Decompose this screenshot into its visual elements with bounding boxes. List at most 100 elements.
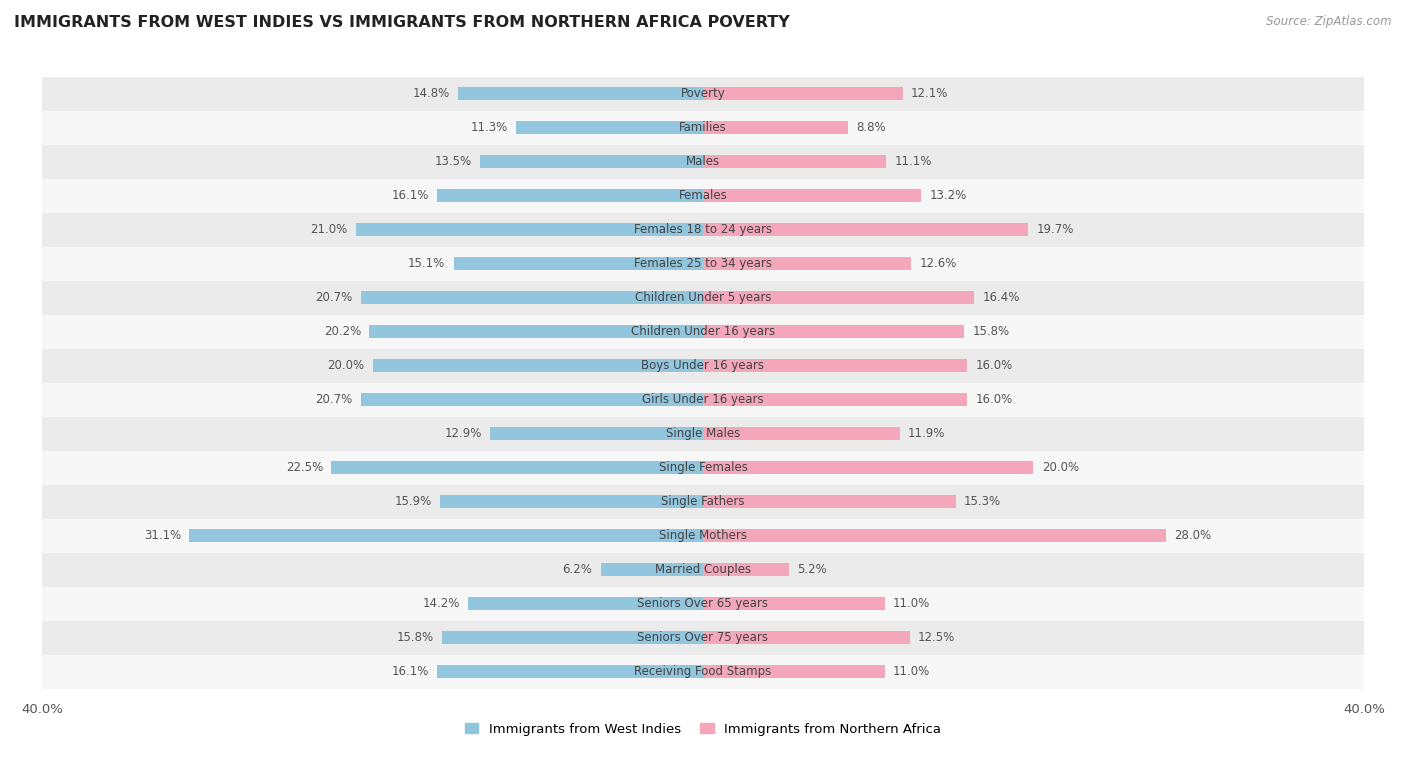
Text: 11.9%: 11.9% <box>908 428 945 440</box>
Bar <box>703 529 1166 542</box>
Bar <box>703 631 910 644</box>
Text: Single Mothers: Single Mothers <box>659 529 747 542</box>
Bar <box>703 190 921 202</box>
Text: 11.0%: 11.0% <box>893 666 931 678</box>
Bar <box>361 291 703 304</box>
Bar <box>42 315 1364 349</box>
Bar <box>703 666 884 678</box>
Text: 8.8%: 8.8% <box>856 121 886 134</box>
Bar <box>190 529 703 542</box>
Text: 22.5%: 22.5% <box>285 462 323 475</box>
Text: Females 18 to 24 years: Females 18 to 24 years <box>634 224 772 236</box>
Bar <box>437 190 703 202</box>
Text: 20.7%: 20.7% <box>315 393 353 406</box>
Bar <box>703 359 967 372</box>
Bar <box>42 655 1364 689</box>
Bar <box>42 145 1364 179</box>
Text: Females 25 to 34 years: Females 25 to 34 years <box>634 257 772 271</box>
Text: 11.3%: 11.3% <box>471 121 508 134</box>
Bar <box>42 518 1364 553</box>
Bar <box>703 496 956 509</box>
Text: Single Females: Single Females <box>658 462 748 475</box>
Text: 12.1%: 12.1% <box>911 87 949 100</box>
Text: 15.9%: 15.9% <box>395 495 432 509</box>
Bar <box>703 325 965 338</box>
Bar <box>437 666 703 678</box>
Bar <box>703 155 886 168</box>
Text: Source: ZipAtlas.com: Source: ZipAtlas.com <box>1267 15 1392 28</box>
Bar <box>703 462 1033 475</box>
Bar <box>42 553 1364 587</box>
Bar <box>42 621 1364 655</box>
Text: 21.0%: 21.0% <box>311 224 347 236</box>
Bar <box>332 462 703 475</box>
Text: Poverty: Poverty <box>681 87 725 100</box>
Bar <box>42 77 1364 111</box>
Text: 13.2%: 13.2% <box>929 190 966 202</box>
Text: Boys Under 16 years: Boys Under 16 years <box>641 359 765 372</box>
Bar <box>703 224 1028 236</box>
Text: Seniors Over 65 years: Seniors Over 65 years <box>637 597 769 610</box>
Text: 16.4%: 16.4% <box>983 291 1019 304</box>
Text: 11.1%: 11.1% <box>894 155 932 168</box>
Text: Families: Families <box>679 121 727 134</box>
Text: 16.0%: 16.0% <box>976 393 1012 406</box>
Text: Females: Females <box>679 190 727 202</box>
Bar <box>703 291 974 304</box>
Bar <box>703 597 884 610</box>
Bar <box>441 631 703 644</box>
Bar <box>356 224 703 236</box>
Bar <box>42 417 1364 451</box>
Bar <box>42 383 1364 417</box>
Text: 16.0%: 16.0% <box>976 359 1012 372</box>
Bar <box>42 349 1364 383</box>
Text: Girls Under 16 years: Girls Under 16 years <box>643 393 763 406</box>
Bar <box>703 428 900 440</box>
Text: 16.1%: 16.1% <box>391 190 429 202</box>
Text: 12.9%: 12.9% <box>444 428 482 440</box>
Text: 15.1%: 15.1% <box>408 257 446 271</box>
Bar <box>42 451 1364 485</box>
Bar <box>42 587 1364 621</box>
Text: 16.1%: 16.1% <box>391 666 429 678</box>
Bar <box>600 563 703 576</box>
Text: 14.2%: 14.2% <box>423 597 460 610</box>
Text: 14.8%: 14.8% <box>413 87 450 100</box>
Bar <box>479 155 703 168</box>
Text: 20.2%: 20.2% <box>323 325 361 338</box>
Bar <box>42 247 1364 280</box>
Text: 28.0%: 28.0% <box>1174 529 1211 542</box>
Text: 12.6%: 12.6% <box>920 257 957 271</box>
Bar <box>458 87 703 100</box>
Bar <box>42 111 1364 145</box>
Bar <box>42 179 1364 213</box>
Text: 5.2%: 5.2% <box>797 563 827 576</box>
Bar <box>373 359 703 372</box>
Text: 12.5%: 12.5% <box>918 631 955 644</box>
Text: Males: Males <box>686 155 720 168</box>
Text: 20.0%: 20.0% <box>1042 462 1078 475</box>
Bar <box>42 485 1364 518</box>
Text: 20.0%: 20.0% <box>328 359 364 372</box>
Bar <box>440 496 703 509</box>
Bar <box>703 257 911 270</box>
Text: 15.8%: 15.8% <box>973 325 1010 338</box>
Bar <box>703 393 967 406</box>
Legend: Immigrants from West Indies, Immigrants from Northern Africa: Immigrants from West Indies, Immigrants … <box>460 718 946 741</box>
Text: 20.7%: 20.7% <box>315 291 353 304</box>
Text: 15.3%: 15.3% <box>965 495 1001 509</box>
Bar <box>370 325 703 338</box>
Text: 6.2%: 6.2% <box>562 563 592 576</box>
Bar <box>703 121 848 134</box>
Bar <box>454 257 703 270</box>
Bar <box>468 597 703 610</box>
Text: 31.1%: 31.1% <box>143 529 181 542</box>
Text: 19.7%: 19.7% <box>1036 224 1074 236</box>
Text: 13.5%: 13.5% <box>434 155 471 168</box>
Text: 15.8%: 15.8% <box>396 631 433 644</box>
Bar <box>516 121 703 134</box>
Text: Married Couples: Married Couples <box>655 563 751 576</box>
Text: Children Under 16 years: Children Under 16 years <box>631 325 775 338</box>
Text: Single Fathers: Single Fathers <box>661 495 745 509</box>
Text: Seniors Over 75 years: Seniors Over 75 years <box>637 631 769 644</box>
